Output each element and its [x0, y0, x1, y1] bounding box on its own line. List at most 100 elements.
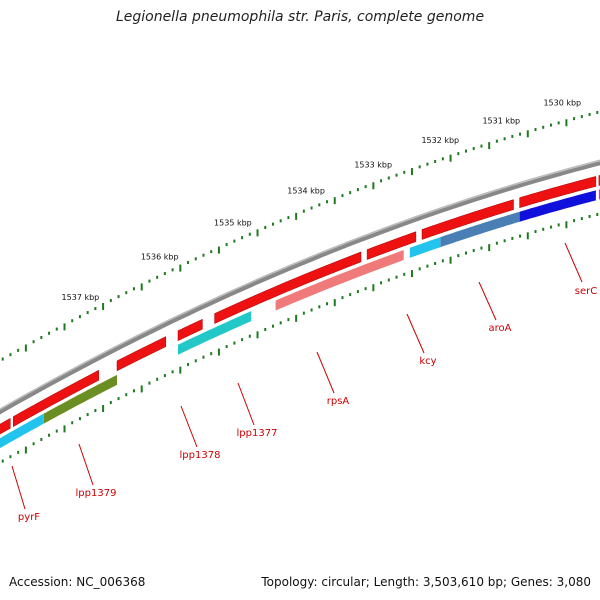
tick-mark — [542, 125, 545, 129]
inner-tick-mark — [410, 270, 413, 278]
tick-mark — [156, 275, 159, 279]
gene-label: serC — [575, 286, 597, 297]
inner-tick-mark — [295, 314, 298, 322]
tick-mark — [217, 246, 220, 254]
tick-mark — [410, 168, 413, 176]
inner-tick-mark — [71, 421, 74, 425]
inner-tick-mark — [264, 327, 267, 331]
tick-mark — [534, 128, 537, 132]
inner-tick-mark — [256, 331, 259, 339]
tick-mark — [271, 222, 274, 226]
tick-mark — [457, 152, 460, 156]
tick-mark — [488, 142, 491, 150]
tick-mark — [24, 344, 27, 352]
inner-tick-mark — [457, 254, 460, 258]
tick-mark — [187, 260, 190, 264]
inner-tick-mark — [94, 409, 97, 413]
gene-feature — [275, 250, 404, 311]
tick-mark — [102, 303, 105, 311]
inner-tick-mark — [310, 308, 313, 312]
inner-tick-mark — [557, 223, 560, 227]
tick-mark — [86, 311, 89, 315]
tick-mark — [1, 357, 4, 361]
tick-mark — [9, 353, 12, 357]
tick-mark — [233, 239, 236, 243]
inner-tick-mark — [480, 246, 483, 250]
tick-mark — [225, 243, 228, 247]
cds-feature — [13, 369, 99, 428]
cds-feature — [0, 417, 11, 435]
tick-mark — [148, 279, 151, 283]
inner-tick-mark — [426, 264, 429, 268]
tick-label: 1532 kbp — [421, 136, 459, 145]
inner-tick-mark — [78, 417, 81, 421]
cds-feature — [519, 176, 597, 209]
inner-tick-mark — [171, 370, 174, 374]
inner-tick-mark — [48, 433, 51, 437]
cds-track — [0, 174, 600, 435]
tick-mark — [132, 287, 135, 291]
tick-mark — [333, 197, 336, 205]
inner-tick-mark — [156, 377, 159, 381]
tick-mark — [302, 209, 305, 213]
inner-tick-mark — [511, 236, 514, 240]
tick-mark — [295, 212, 298, 220]
inner-tick-mark — [132, 389, 135, 393]
gene-leader-line — [78, 443, 94, 486]
inner-tick-mark — [302, 311, 305, 315]
tick-mark — [449, 154, 452, 162]
tick-mark — [472, 147, 475, 151]
tick-mark — [40, 335, 43, 339]
tick-mark — [109, 299, 112, 303]
inner-tick-mark — [24, 446, 27, 454]
tick-mark — [17, 348, 20, 352]
inner-tick-mark — [17, 450, 20, 454]
tick-label: 1537 kbp — [62, 293, 100, 302]
tick-mark — [310, 206, 313, 210]
tick-mark — [248, 232, 251, 236]
tick-mark — [55, 327, 58, 331]
tick-mark — [549, 123, 552, 127]
inner-tick-mark — [488, 244, 491, 252]
tick-mark — [78, 315, 81, 319]
gene-track — [0, 189, 600, 449]
gene-feature — [43, 374, 117, 424]
inner-tick-mark — [449, 256, 452, 264]
cds-feature — [421, 199, 514, 240]
tick-mark — [63, 323, 66, 331]
map-title: Legionella pneumophila str. Paris, compl… — [115, 9, 485, 25]
inner-tick-mark — [225, 345, 228, 349]
gene-labels: serC aroA kcy rpsA lpp1377 lpp1378 lpp1379 pyrF — [11, 242, 597, 523]
inner-tick-mark — [341, 296, 344, 300]
gene-feature — [0, 413, 44, 449]
gene-feature — [519, 190, 596, 222]
inner-tick-mark — [441, 259, 444, 263]
inner-tick-mark — [565, 221, 568, 229]
inner-tick-mark — [202, 355, 205, 359]
tick-label: 1534 kbp — [287, 187, 325, 196]
inner-tick-mark — [418, 267, 421, 271]
tick-mark — [356, 188, 359, 192]
inner-tick-mark — [549, 225, 552, 229]
tick-mark — [264, 225, 267, 229]
gene-leader-line — [478, 281, 497, 321]
inner-tick-mark — [356, 290, 359, 294]
inner-tick-mark — [86, 413, 89, 417]
gene-leader-line — [564, 242, 583, 283]
gene-feature — [178, 311, 252, 355]
tick-mark — [241, 236, 244, 240]
inner-tick-ring — [1, 212, 599, 463]
tick-mark — [256, 229, 259, 237]
gene-label: lpp1377 — [237, 428, 278, 439]
genome-summary: Topology: circular; Length: 3,503,610 bp… — [261, 575, 591, 589]
inner-tick-mark — [109, 401, 112, 405]
tick-label: 1536 kbp — [141, 253, 179, 262]
inner-tick-mark — [580, 217, 583, 221]
inner-tick-mark — [526, 232, 529, 240]
cds-feature — [116, 336, 167, 372]
inner-tick-mark — [210, 352, 213, 356]
gene-label: kcy — [419, 356, 436, 367]
inner-tick-mark — [187, 362, 190, 366]
tick-mark — [573, 117, 576, 121]
tick-mark — [519, 132, 522, 136]
